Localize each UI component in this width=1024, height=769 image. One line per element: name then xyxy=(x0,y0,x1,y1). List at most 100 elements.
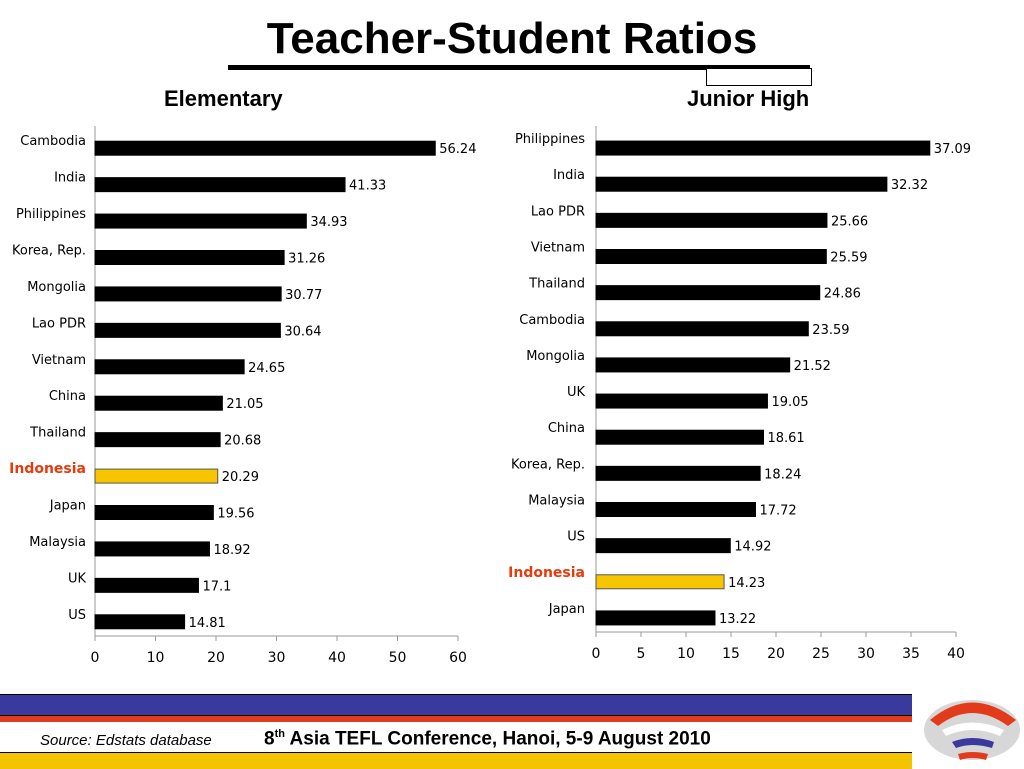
conference-title-text: Asia TEFL Conference, Hanoi, 5-9 August … xyxy=(284,728,711,750)
elementary-category-label: Korea, Rep. xyxy=(12,244,86,259)
elementary-value-label: 30.64 xyxy=(284,324,321,339)
junior-high-category-label: Korea, Rep. xyxy=(511,457,585,472)
elementary-category-label: Japan xyxy=(49,499,86,514)
elementary-bar xyxy=(94,432,221,448)
conference-ordinal-suffix: th xyxy=(274,728,285,740)
conference-title: 8th Asia TEFL Conference, Hanoi, 5-9 Aug… xyxy=(264,728,711,750)
junior-high-x-tick-label: 40 xyxy=(947,646,965,662)
junior-high-x-tick-label: 10 xyxy=(677,646,695,662)
decorative-box xyxy=(706,68,812,86)
elementary-bar xyxy=(94,286,282,302)
junior-high-value-label: 18.24 xyxy=(764,467,801,482)
elementary-bar xyxy=(94,614,186,630)
junior-high-category-label: Malaysia xyxy=(528,494,585,509)
junior-high-chart-title: Junior High xyxy=(687,86,810,111)
junior-high-category-label: Lao PDR xyxy=(531,204,585,219)
elementary-value-label: 56.24 xyxy=(439,142,476,157)
junior-high-category-label: Mongolia xyxy=(526,349,585,364)
elementary-bar xyxy=(94,468,219,484)
elementary-category-label: Thailand xyxy=(29,426,86,441)
elementary-bar-chart: 0 10 20 30 40 50 60 56.24 Cambodia 41.33 India 34.9… xyxy=(9,126,476,666)
junior-high-category-label: Vietnam xyxy=(531,241,585,256)
junior-high-bar-chart: 0 5 10 15 20 25 30 35 40 37.09 Philippines 32.32 Ind… xyxy=(508,126,971,662)
junior-high-category-label: China xyxy=(548,421,585,436)
junior-high-bar xyxy=(595,574,725,590)
elementary-category-label: Lao PDR xyxy=(32,316,86,331)
elementary-value-label: 24.65 xyxy=(248,361,285,376)
title-underline xyxy=(228,65,810,70)
footer-red-band xyxy=(0,716,912,722)
junior-high-x-tick-label: 15 xyxy=(722,646,740,662)
elementary-category-label: Philippines xyxy=(16,207,86,222)
junior-high-value-label: 19.05 xyxy=(771,395,808,410)
elementary-category-label: Vietnam xyxy=(32,353,86,368)
junior-high-category-label: India xyxy=(553,168,585,183)
conference-ordinal: 8 xyxy=(264,728,275,750)
junior-high-x-tick-label: 5 xyxy=(637,646,646,662)
junior-high-x-tick-label: 35 xyxy=(902,646,920,662)
elementary-category-label: Cambodia xyxy=(20,134,86,149)
footer-yellow-band xyxy=(0,752,912,769)
elementary-value-label: 41.33 xyxy=(349,179,386,194)
elementary-value-label: 21.05 xyxy=(226,397,263,412)
elementary-x-tick-label: 10 xyxy=(147,650,165,666)
junior-high-value-label: 25.66 xyxy=(831,214,868,229)
elementary-x-tick-label: 30 xyxy=(268,650,286,666)
elementary-value-label: 14.81 xyxy=(189,616,226,631)
elementary-bar xyxy=(94,177,346,193)
elementary-bar xyxy=(94,322,281,338)
elementary-category-label: Malaysia xyxy=(29,535,86,550)
elementary-bar xyxy=(94,359,245,375)
junior-high-bar xyxy=(595,429,764,445)
junior-high-category-label: US xyxy=(567,530,585,545)
elementary-value-label: 34.93 xyxy=(310,215,347,230)
elementary-category-label: Indonesia xyxy=(9,461,86,477)
junior-high-value-label: 23.59 xyxy=(812,323,849,338)
junior-high-bar xyxy=(595,357,791,373)
junior-high-value-label: 32.32 xyxy=(891,178,928,193)
elementary-x-tick-label: 50 xyxy=(389,650,407,666)
elementary-value-label: 31.26 xyxy=(288,252,325,267)
elementary-chart-title: Elementary xyxy=(164,86,283,111)
junior-high-x-tick-label: 30 xyxy=(857,646,875,662)
source-note: Source: Edstats database xyxy=(40,732,212,749)
junior-high-bar xyxy=(595,285,821,301)
junior-high-bar xyxy=(595,249,827,264)
elementary-bar xyxy=(94,505,214,520)
junior-high-bar xyxy=(595,610,716,626)
elementary-bar xyxy=(94,395,223,411)
junior-high-category-label: Philippines xyxy=(515,132,585,147)
junior-high-value-label: 14.23 xyxy=(728,576,765,591)
footer-bar: Source: Edstats database 8th Asia TEFL C… xyxy=(0,694,1024,769)
elementary-x-tick-label: 60 xyxy=(449,650,467,666)
elementary-bar xyxy=(94,541,210,557)
elementary-value-label: 20.68 xyxy=(224,434,261,449)
page-title: Teacher-Student Ratios xyxy=(266,14,758,63)
junior-high-x-tick-label: 20 xyxy=(767,646,785,662)
elementary-category-label: China xyxy=(49,389,86,404)
elementary-x-tick-label: 40 xyxy=(328,650,346,666)
junior-high-value-label: 21.52 xyxy=(794,359,831,374)
elementary-category-label: India xyxy=(54,171,86,186)
junior-high-value-label: 24.86 xyxy=(824,287,861,302)
elementary-value-label: 18.92 xyxy=(213,543,250,558)
elementary-category-label: US xyxy=(68,608,86,623)
junior-high-value-label: 18.61 xyxy=(767,431,804,446)
junior-high-bar xyxy=(595,465,761,481)
elementary-bar xyxy=(94,140,436,156)
elementary-value-label: 20.29 xyxy=(222,470,259,485)
conference-logo-icon xyxy=(924,700,1020,760)
elementary-bar xyxy=(94,213,307,229)
elementary-value-label: 19.56 xyxy=(217,507,254,522)
elementary-category-label: UK xyxy=(68,571,87,586)
junior-high-bar xyxy=(595,502,756,517)
junior-high-x-tick-label: 0 xyxy=(592,646,601,662)
junior-high-category-label: Cambodia xyxy=(519,313,585,328)
elementary-bar xyxy=(94,250,285,265)
elementary-value-label: 17.1 xyxy=(202,579,231,594)
junior-high-value-label: 37.09 xyxy=(934,142,971,157)
elementary-x-tick-label: 0 xyxy=(91,650,100,666)
elementary-bar xyxy=(94,577,199,593)
junior-high-bar xyxy=(595,321,809,337)
junior-high-category-label: Japan xyxy=(548,602,585,617)
